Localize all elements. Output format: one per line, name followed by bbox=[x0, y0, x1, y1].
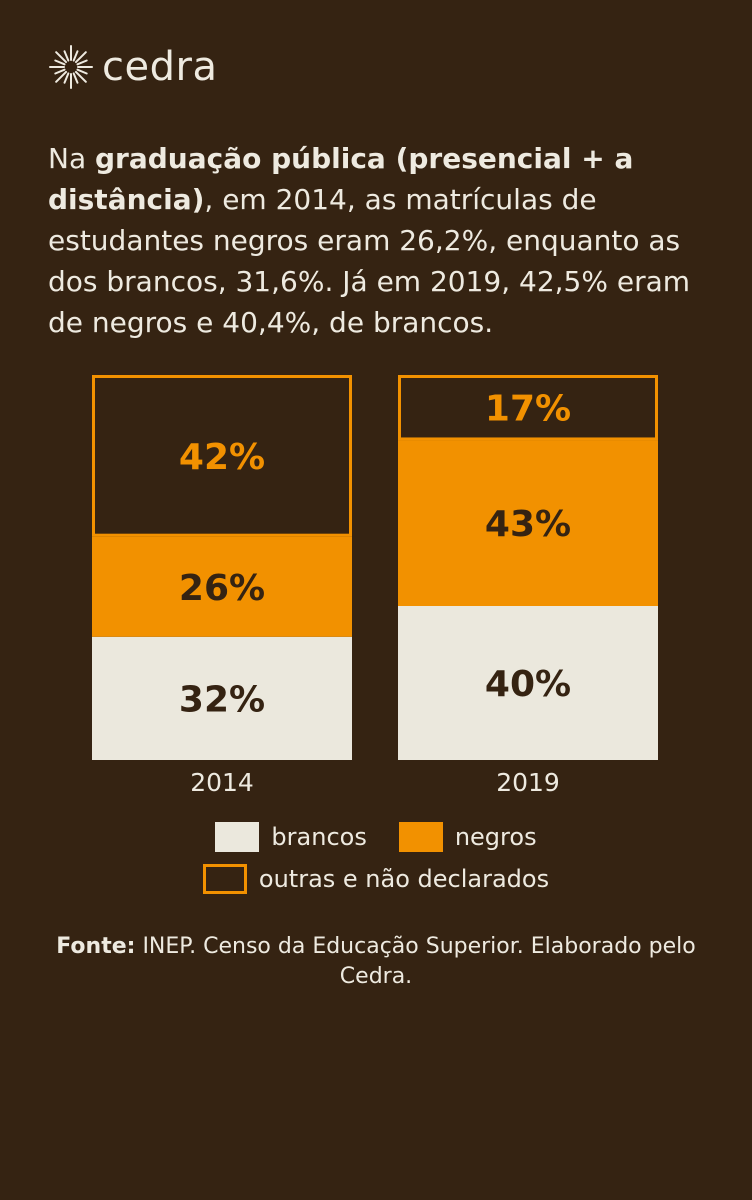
legend-row-1: brancos negros bbox=[0, 822, 752, 852]
bar-negros-2014 bbox=[92, 536, 352, 637]
source-label: Fonte: bbox=[56, 934, 136, 959]
legend-item-brancos: brancos bbox=[215, 822, 367, 852]
legend-item-negros: negros bbox=[398, 822, 537, 852]
data-label-negros-2019: 43% bbox=[485, 504, 571, 545]
x-tick-label-2019: 2019 bbox=[496, 768, 560, 797]
source-note: Fonte: INEP. Censo da Educação Superior.… bbox=[40, 932, 712, 992]
intro-text-bold: graduação pública (presencial + a distân… bbox=[48, 142, 634, 216]
data-label-negros-2014: 26% bbox=[179, 568, 265, 609]
bar-negros-2019 bbox=[398, 440, 658, 606]
legend-label-negros: negros bbox=[454, 823, 537, 851]
legend-item-outras: outras e não declarados bbox=[202, 864, 550, 894]
brand-logo: cedra bbox=[48, 42, 217, 92]
data-label-outras-2019: 17% bbox=[485, 389, 571, 430]
intro-text: Na graduação pública (presencial + a dis… bbox=[48, 138, 708, 343]
bar-brancos-2014 bbox=[92, 636, 352, 760]
legend-label-brancos: brancos bbox=[271, 823, 367, 851]
bar-outras-2014 bbox=[92, 375, 352, 537]
stacked-bar-chart: 32% 26% 42% 2014 40% 43% 17% 2019 bbox=[92, 375, 658, 797]
brand-name: cedra bbox=[102, 44, 218, 90]
legend-swatch-outras bbox=[202, 864, 247, 894]
x-tick-label-2014: 2014 bbox=[190, 768, 254, 797]
bar-outras-2019 bbox=[398, 375, 658, 441]
legend-label-outras: outras e não declarados bbox=[258, 865, 550, 893]
data-label-brancos-2019: 40% bbox=[485, 664, 571, 705]
intro-text-end: , em 2014, as matrículas de estudantes n… bbox=[48, 183, 691, 339]
bar-brancos-2019 bbox=[398, 606, 658, 760]
intro-text-start: Na bbox=[48, 142, 96, 175]
data-label-outras-2014: 42% bbox=[179, 437, 265, 478]
legend-row-2: outras e não declarados bbox=[0, 864, 752, 894]
source-text: INEP. Censo da Educação Superior. Elabor… bbox=[135, 934, 696, 989]
sun-icon bbox=[49, 45, 93, 89]
data-label-brancos-2014: 32% bbox=[179, 679, 265, 720]
legend-swatch-negros bbox=[398, 822, 443, 852]
legend-swatch-brancos bbox=[215, 822, 260, 852]
chart-legend: brancos negros outras e não declarados bbox=[0, 822, 752, 894]
